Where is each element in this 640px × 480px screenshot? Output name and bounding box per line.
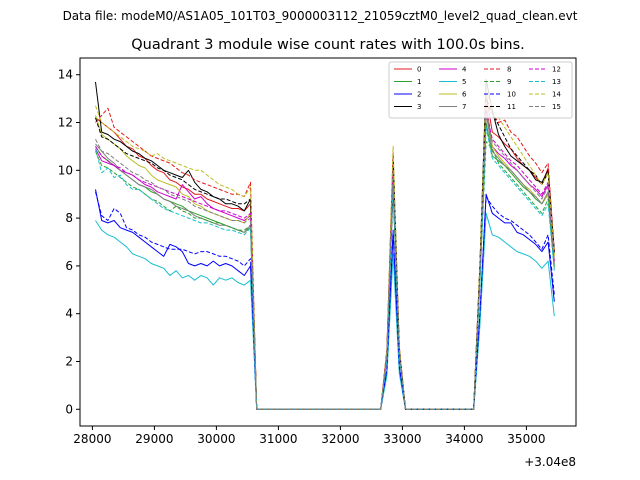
legend-label-8: 8 [507,66,511,74]
x-tick-label: 32000 [321,432,359,446]
x-offset-label: +3.04e8 [524,455,576,469]
legend-label-5: 5 [462,78,466,86]
y-tick-label: 4 [65,307,73,321]
y-tick-label: 12 [58,116,73,130]
legend-label-4: 4 [462,66,467,74]
plot-area: 28000 29000 30000 31000 32000 33000 34000 35000… [58,57,577,446]
series-line-14 [95,91,555,410]
series-line-15 [95,112,555,410]
legend-label-15: 15 [552,103,561,111]
axes-frame [79,57,577,427]
series-line-3 [95,79,555,410]
x-tick-label: 33000 [383,432,421,446]
legend-label-1: 1 [417,78,421,86]
y-tick-label: 2 [65,354,73,368]
series-line-12 [95,110,555,410]
legend-label-7: 7 [462,103,466,111]
y-tick-label: 10 [58,163,73,177]
datafile-label: Data file: modeM0/AS1A05_101T03_90000031… [63,9,578,23]
x-tick-label: 35000 [507,432,545,446]
series-line-11 [95,98,555,410]
series-line-9 [95,141,555,410]
legend-label-0: 0 [417,66,421,74]
x-tick-label: 34000 [445,432,483,446]
x-tick-label: 31000 [259,432,297,446]
series-line-7 [95,112,555,410]
series-line-0 [95,93,555,410]
legend-label-14: 14 [552,91,561,99]
y-tick-label: 6 [65,259,73,273]
legend-label-2: 2 [417,91,421,99]
legend-label-13: 13 [552,78,561,86]
legend-label-12: 12 [552,66,561,74]
x-tick-label: 28000 [73,432,111,446]
legend-label-9: 9 [507,78,511,86]
series-line-5 [95,212,555,410]
chart-title: Quadrant 3 module wise count rates with … [131,37,525,53]
series-line-13 [95,126,555,410]
series-line-2 [95,189,555,410]
x-tick-label: 29000 [135,432,173,446]
legend-label-11: 11 [507,103,516,111]
y-tick-label: 0 [65,402,73,416]
legend-label-10: 10 [507,91,516,99]
series-line-10 [95,191,555,410]
x-tick-label: 30000 [197,432,235,446]
legend-label-6: 6 [462,91,467,99]
y-tick-label: 8 [65,211,73,225]
legend-label-3: 3 [417,103,421,111]
legend-box [388,61,573,119]
series-line-4 [95,102,555,410]
y-tick-label: 14 [58,68,73,82]
